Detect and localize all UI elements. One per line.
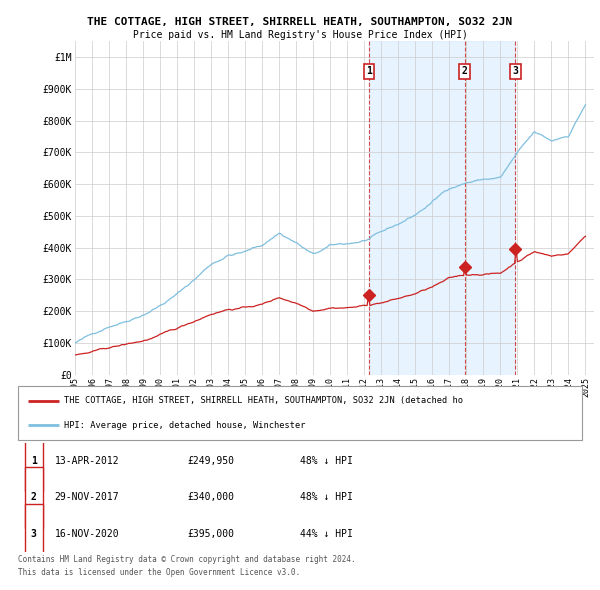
Text: 1: 1 bbox=[31, 456, 37, 466]
Text: THE COTTAGE, HIGH STREET, SHIRRELL HEATH, SOUTHAMPTON, SO32 2JN: THE COTTAGE, HIGH STREET, SHIRRELL HEATH… bbox=[88, 17, 512, 27]
Text: £395,000: £395,000 bbox=[187, 529, 234, 539]
Text: 48% ↓ HPI: 48% ↓ HPI bbox=[300, 493, 353, 502]
Text: HPI: Average price, detached house, Winchester: HPI: Average price, detached house, Winc… bbox=[64, 421, 306, 430]
Text: Price paid vs. HM Land Registry's House Price Index (HPI): Price paid vs. HM Land Registry's House … bbox=[133, 30, 467, 40]
Text: 29-NOV-2017: 29-NOV-2017 bbox=[55, 493, 119, 502]
Text: 2: 2 bbox=[31, 493, 37, 502]
Text: 48% ↓ HPI: 48% ↓ HPI bbox=[300, 456, 353, 466]
Text: 13-APR-2012: 13-APR-2012 bbox=[55, 456, 119, 466]
Text: 16-NOV-2020: 16-NOV-2020 bbox=[55, 529, 119, 539]
Text: £340,000: £340,000 bbox=[187, 493, 234, 502]
FancyBboxPatch shape bbox=[25, 431, 43, 491]
Bar bbox=[369, 41, 515, 375]
Text: £249,950: £249,950 bbox=[187, 456, 234, 466]
FancyBboxPatch shape bbox=[25, 467, 43, 527]
Text: 1: 1 bbox=[366, 66, 372, 76]
Text: Contains HM Land Registry data © Crown copyright and database right 2024.: Contains HM Land Registry data © Crown c… bbox=[18, 555, 356, 564]
Text: 3: 3 bbox=[31, 529, 37, 539]
Text: 2: 2 bbox=[462, 66, 468, 76]
FancyBboxPatch shape bbox=[25, 504, 43, 564]
Text: 44% ↓ HPI: 44% ↓ HPI bbox=[300, 529, 353, 539]
Text: 3: 3 bbox=[512, 66, 518, 76]
Text: THE COTTAGE, HIGH STREET, SHIRRELL HEATH, SOUTHAMPTON, SO32 2JN (detached ho: THE COTTAGE, HIGH STREET, SHIRRELL HEATH… bbox=[64, 396, 463, 405]
Text: This data is licensed under the Open Government Licence v3.0.: This data is licensed under the Open Gov… bbox=[18, 568, 300, 577]
